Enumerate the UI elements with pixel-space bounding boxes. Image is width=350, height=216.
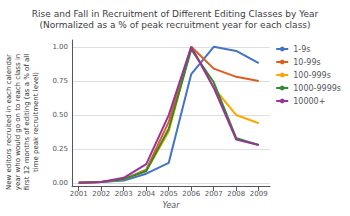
svg-text:Year: Year xyxy=(162,201,180,210)
svg-text:100-999s: 100-999s xyxy=(293,71,331,80)
svg-text:(Normalized as a % of peak rec: (Normalized as a % of peak recruitment y… xyxy=(39,20,310,30)
svg-text:2007: 2007 xyxy=(205,190,223,198)
svg-text:2003: 2003 xyxy=(115,190,133,198)
svg-text:New editors recruited in each: New editors recruited in each calendar xyxy=(5,54,13,190)
svg-text:1.00: 1.00 xyxy=(52,43,68,51)
svg-text:10-99s: 10-99s xyxy=(293,58,320,67)
svg-text:1-9s: 1-9s xyxy=(293,45,310,54)
svg-text:0.50: 0.50 xyxy=(52,111,68,119)
svg-text:2009: 2009 xyxy=(250,190,268,198)
svg-text:2006: 2006 xyxy=(182,190,200,198)
svg-text:0.00: 0.00 xyxy=(52,179,68,187)
svg-text:year who would go on to reach: year who would go on to reach class in xyxy=(14,54,22,191)
svg-text:2002: 2002 xyxy=(92,190,110,198)
svg-text:2008: 2008 xyxy=(227,190,245,198)
svg-text:10000+: 10000+ xyxy=(293,97,325,106)
svg-text:2005: 2005 xyxy=(160,190,178,198)
svg-text:2004: 2004 xyxy=(137,190,155,198)
svg-text:first 12 months of editing (as: first 12 months of editing (as a % of al… xyxy=(23,54,31,191)
svg-text:time peak recruitment level): time peak recruitment level) xyxy=(32,72,40,172)
svg-text:0.25: 0.25 xyxy=(52,145,68,153)
svg-text:1000-9999s: 1000-9999s xyxy=(293,84,341,93)
svg-text:2001: 2001 xyxy=(70,190,88,198)
svg-text:0.75: 0.75 xyxy=(52,77,68,85)
svg-text:Rise and Fall in Recruitment o: Rise and Fall in Recruitment of Differen… xyxy=(32,9,319,19)
